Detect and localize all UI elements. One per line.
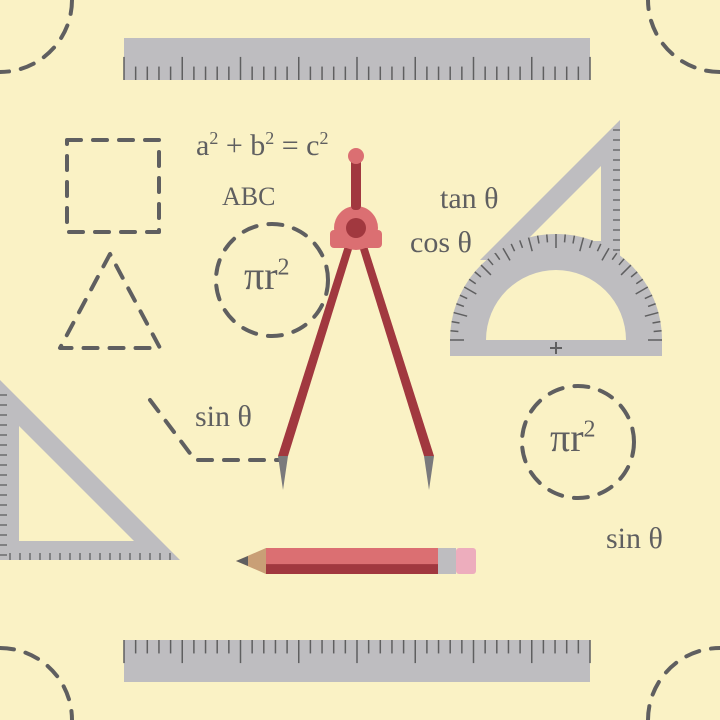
pencil-icon (236, 548, 476, 574)
protractor-icon (450, 234, 662, 356)
dashed-square (67, 140, 159, 232)
formula-cos: cos θ (410, 226, 472, 260)
math-infographic (0, 0, 720, 720)
compass-icon (278, 148, 434, 490)
formula-pi-r2-b: πr2 (550, 414, 596, 461)
label-abc: ABC (222, 182, 275, 212)
dashed-triangle (60, 254, 160, 348)
formula-pi-r2-a: πr2 (244, 252, 290, 299)
formula-tan: tan θ (440, 182, 499, 216)
formula-pythagoras: a2 + b2 = c2 (196, 128, 328, 163)
ruler-icon (124, 38, 590, 80)
formula-sin-left: sin θ (195, 400, 252, 434)
ruler-icon (124, 640, 590, 682)
formula-sin-right: sin θ (606, 522, 663, 556)
